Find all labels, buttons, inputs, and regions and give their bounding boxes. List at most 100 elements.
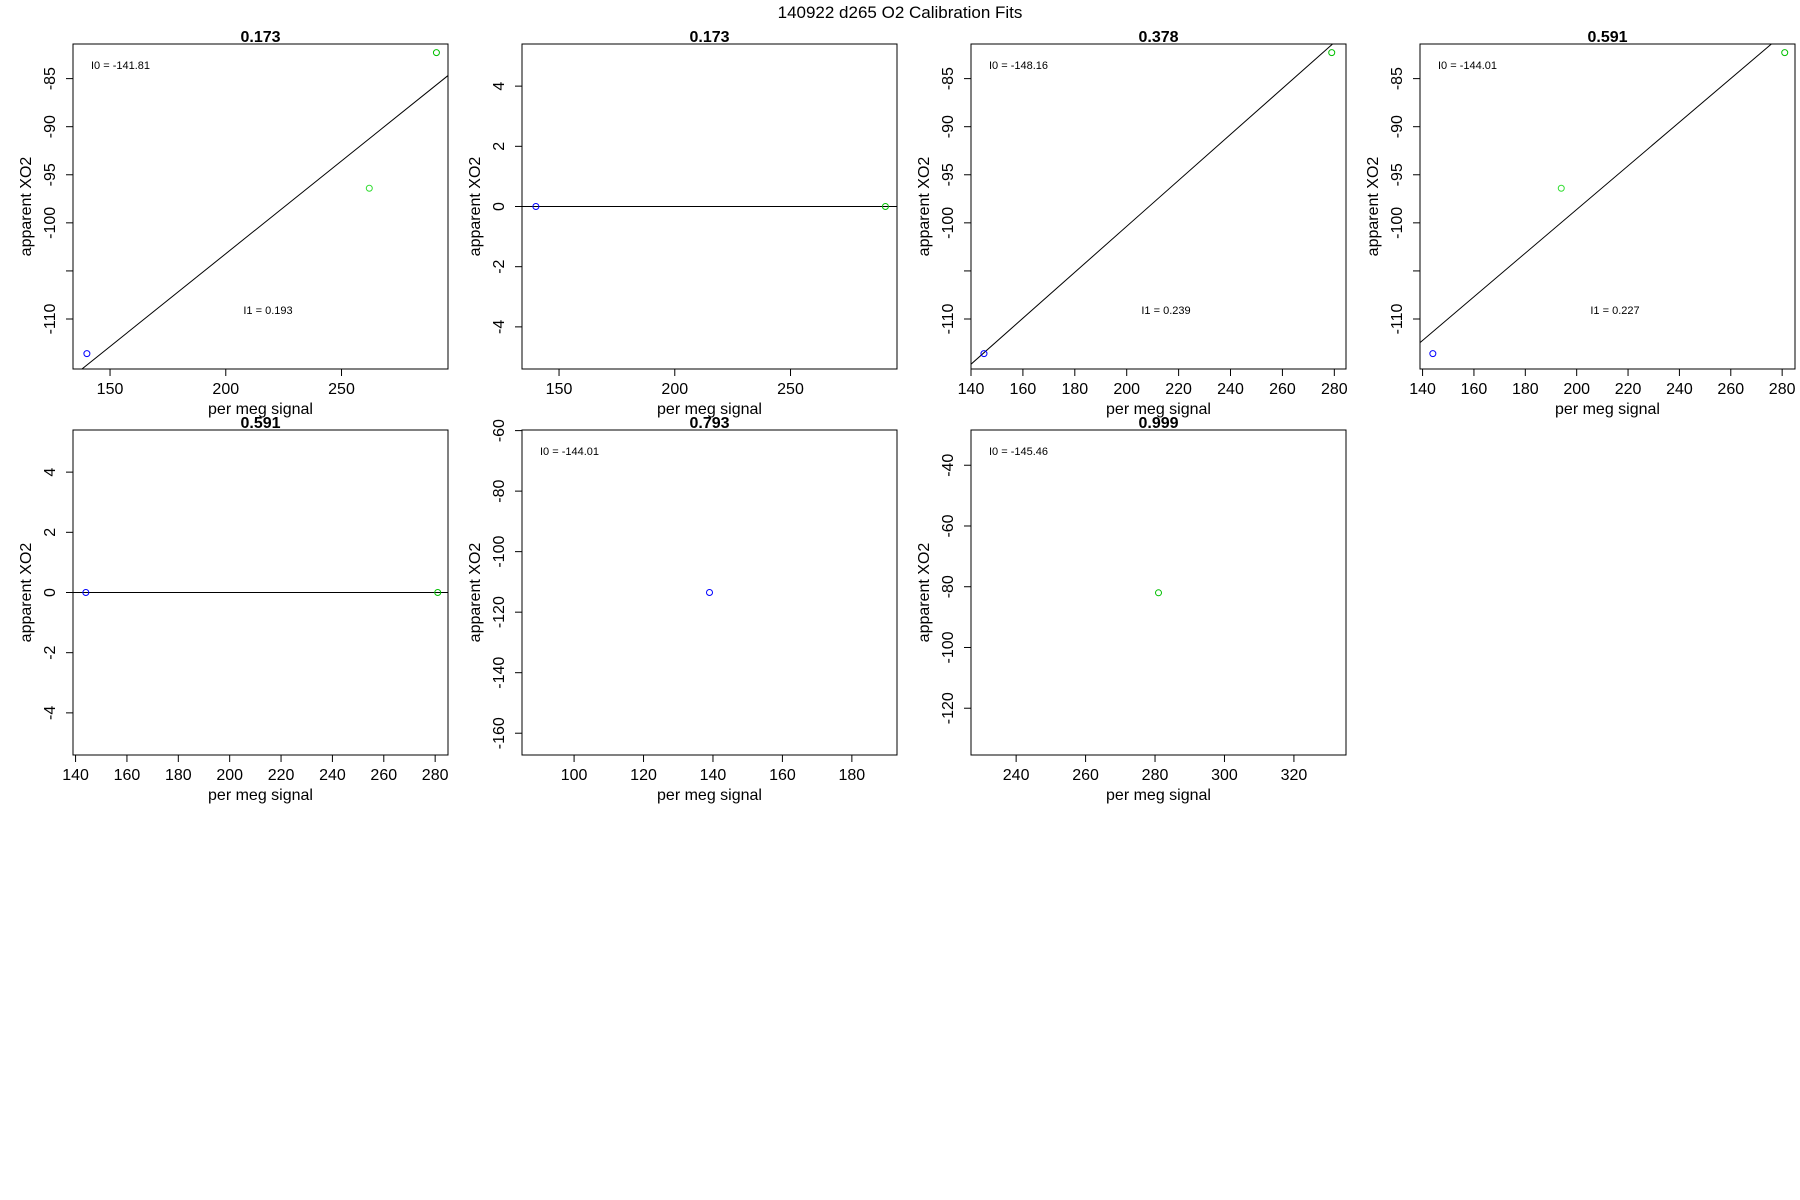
data-point — [1328, 49, 1336, 57]
x-axis-label: per meg signal — [1106, 401, 1211, 418]
y-tick-label: -110 — [1389, 303, 1406, 334]
fit-annotation: I0 = -148.16 — [989, 60, 1048, 72]
y-tick-label: -120 — [940, 692, 957, 724]
x-tick-label: 280 — [1321, 381, 1348, 398]
data-point — [706, 589, 713, 596]
panel-title: 0.378 — [1138, 29, 1178, 46]
x-tick-label: 180 — [165, 767, 192, 784]
panel-title: 0.173 — [689, 29, 729, 46]
x-axis-label: per meg signal — [1555, 401, 1660, 418]
x-tick-label: 200 — [1113, 381, 1140, 398]
x-tick-label: 240 — [1217, 381, 1244, 398]
x-tick-label: 200 — [212, 381, 239, 398]
y-tick-label: -85 — [1389, 67, 1406, 90]
y-tick-label: -80 — [491, 479, 508, 502]
x-tick-label: 250 — [328, 381, 355, 398]
data-point — [1781, 49, 1789, 57]
x-tick-label: 140 — [958, 381, 985, 398]
chart-panel-6: 0.793 100 120 140 160 180 per meg signal -160 -1… — [467, 415, 898, 804]
y-axis-label: apparent XO2 — [1365, 157, 1382, 257]
fit-annotation: I1 = 0.193 — [243, 305, 292, 317]
y-axis-label: apparent XO2 — [18, 157, 35, 257]
y-tick-label: -95 — [1389, 163, 1406, 186]
chart-panel-1: 0.173 150 200 250 per meg signal -110 -100 -95 -… — [18, 29, 449, 418]
x-axis-label: per meg signal — [208, 401, 313, 418]
chart-panel-3: 0.378 140 160 180 200 220 240 260 280 per meg sig… — [916, 29, 1348, 418]
x-axis-label: per meg signal — [208, 787, 313, 804]
plot-frame — [1419, 43, 1796, 370]
y-tick-label: -100 — [1389, 207, 1406, 239]
y-axis-label: apparent XO2 — [916, 157, 933, 257]
x-tick-label: 260 — [1072, 767, 1099, 784]
x-tick-label: 100 — [561, 767, 588, 784]
panel-title: 0.999 — [1138, 415, 1178, 432]
data-point — [1557, 184, 1565, 192]
y-tick-label: 4 — [42, 468, 59, 477]
plot-frame — [72, 43, 449, 370]
x-tick-label: 200 — [216, 767, 243, 784]
x-tick-label: 160 — [769, 767, 796, 784]
y-axis-label: apparent XO2 — [18, 543, 35, 643]
y-tick-label: -2 — [42, 645, 59, 659]
data-point — [365, 184, 373, 192]
x-tick-label: 280 — [422, 767, 449, 784]
y-tick-label: -110 — [42, 303, 59, 334]
y-tick-label: -110 — [940, 303, 957, 334]
x-tick-label: 260 — [370, 767, 397, 784]
x-tick-label: 240 — [1666, 381, 1693, 398]
fit-line — [971, 44, 1334, 365]
y-tick-label: 2 — [491, 142, 508, 151]
x-tick-label: 240 — [319, 767, 346, 784]
y-tick-label: -80 — [940, 575, 957, 598]
x-tick-label: 300 — [1211, 767, 1238, 784]
x-tick-label: 220 — [268, 767, 295, 784]
chart-panel-7: 0.999 240 260 280 300 320 per meg signal -120 -1… — [916, 415, 1347, 804]
x-tick-label: 260 — [1717, 381, 1744, 398]
y-tick-label: -85 — [940, 67, 957, 90]
y-tick-label: -120 — [491, 596, 508, 628]
y-tick-label: -4 — [42, 706, 59, 720]
x-tick-label: 160 — [1461, 381, 1488, 398]
fit-line — [81, 75, 448, 369]
x-tick-label: 180 — [1512, 381, 1539, 398]
fit-annotation: I0 = -145.46 — [989, 446, 1048, 458]
fit-annotation: I0 = -141.81 — [91, 60, 150, 72]
data-point — [881, 203, 889, 210]
data-point — [980, 350, 988, 358]
x-axis-label: per meg signal — [1106, 787, 1211, 804]
data-point — [1429, 350, 1437, 358]
x-tick-label: 180 — [1061, 381, 1088, 398]
fit-annotation: I1 = 0.239 — [1141, 305, 1190, 317]
y-tick-label: -40 — [940, 454, 957, 477]
x-tick-label: 140 — [62, 767, 89, 784]
data-point — [532, 203, 540, 210]
y-tick-label: -90 — [1389, 115, 1406, 138]
x-tick-label: 280 — [1142, 767, 1169, 784]
data-point — [434, 589, 442, 596]
data-point — [83, 350, 91, 358]
x-tick-label: 180 — [839, 767, 866, 784]
y-tick-label: -60 — [940, 514, 957, 537]
y-axis-label: apparent XO2 — [916, 543, 933, 643]
y-axis-label: apparent XO2 — [467, 157, 484, 257]
plot-frame — [970, 429, 1347, 756]
data-point — [82, 589, 90, 596]
x-tick-label: 150 — [97, 381, 124, 398]
y-tick-label: -2 — [491, 259, 508, 273]
y-tick-label: -4 — [491, 320, 508, 334]
x-tick-label: 200 — [661, 381, 688, 398]
x-tick-label: 140 — [1409, 381, 1436, 398]
x-tick-label: 160 — [114, 767, 141, 784]
y-tick-label: 4 — [491, 82, 508, 91]
y-tick-label: -90 — [42, 115, 59, 138]
y-tick-label: -95 — [940, 163, 957, 186]
x-tick-label: 220 — [1165, 381, 1192, 398]
panel-title: 0.793 — [689, 415, 729, 432]
y-tick-label: -90 — [940, 115, 957, 138]
chart-panel-4: 0.591 140 160 180 200 220 240 260 280 per meg sig… — [1365, 29, 1796, 418]
y-tick-label: -60 — [491, 419, 508, 442]
x-tick-label: 120 — [630, 767, 657, 784]
x-tick-label: 320 — [1281, 767, 1308, 784]
